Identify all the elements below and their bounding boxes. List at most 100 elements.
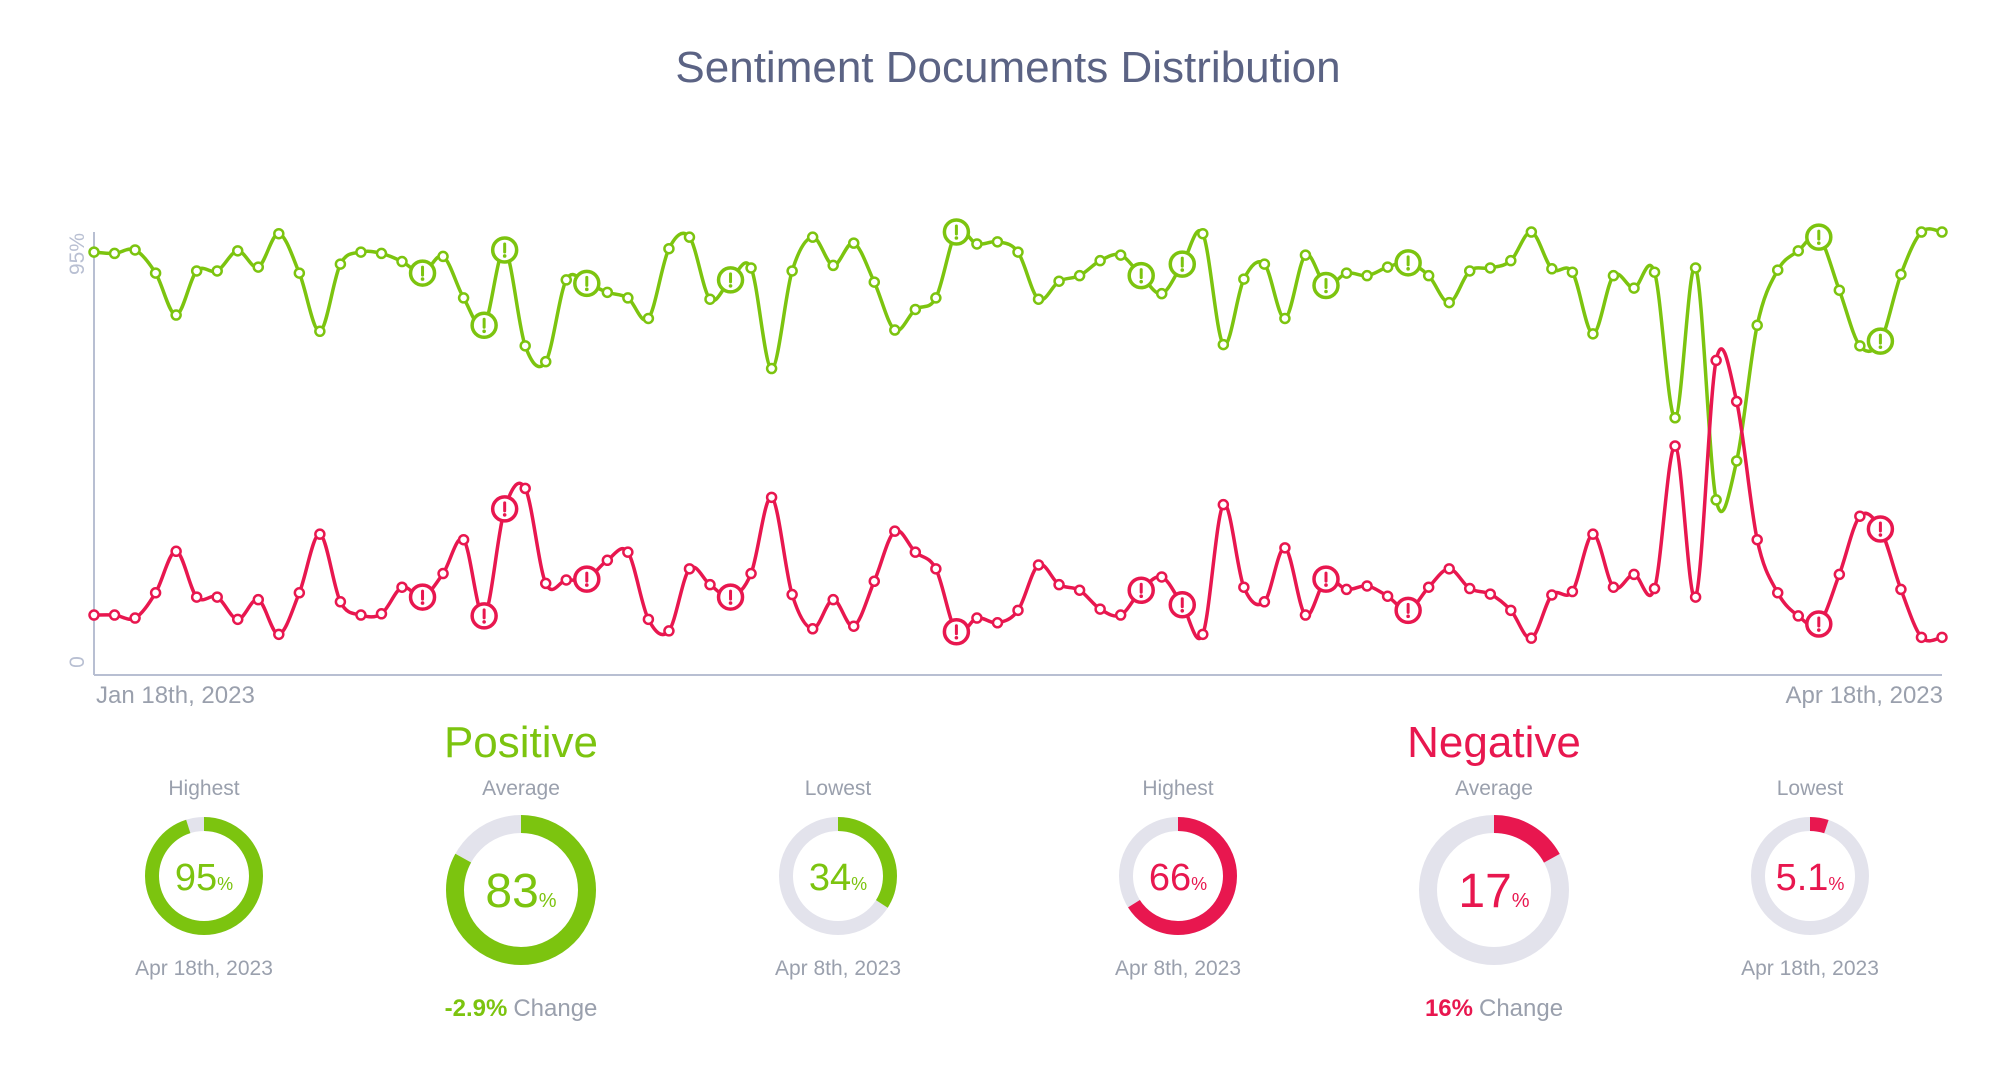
positive-data-point[interactable] — [149, 267, 162, 279]
positive-data-point[interactable] — [437, 250, 449, 263]
positive-alert-marker[interactable] — [716, 266, 745, 294]
negative-data-point[interactable] — [704, 578, 716, 591]
positive-data-point[interactable] — [642, 312, 655, 325]
negative-data-point[interactable] — [1730, 395, 1743, 408]
positive-alert-marker[interactable] — [490, 236, 519, 264]
positive-data-point[interactable] — [1299, 249, 1312, 261]
positive-data-point[interactable] — [1669, 412, 1681, 424]
negative-data-point[interactable] — [1833, 568, 1846, 581]
positive-data-point[interactable] — [355, 246, 367, 258]
negative-data-point[interactable] — [273, 628, 285, 641]
negative-data-point[interactable] — [1895, 583, 1907, 596]
negative-data-point[interactable] — [1525, 632, 1538, 644]
negative-data-point[interactable] — [1299, 609, 1312, 621]
negative-data-point[interactable] — [1854, 510, 1866, 522]
positive-alert-marker[interactable] — [470, 311, 498, 340]
negative-data-point[interactable] — [1340, 583, 1353, 596]
negative-data-point[interactable] — [765, 491, 778, 504]
positive-data-point[interactable] — [663, 242, 675, 255]
positive-alert-marker[interactable] — [1168, 250, 1197, 278]
negative-data-point[interactable] — [1197, 628, 1209, 641]
positive-data-point[interactable] — [1628, 282, 1640, 294]
positive-data-point[interactable] — [231, 245, 244, 257]
negative-data-point[interactable] — [129, 612, 141, 624]
negative-data-point[interactable] — [909, 546, 922, 558]
negative-data-point[interactable] — [601, 554, 614, 567]
negative-data-point[interactable] — [252, 593, 265, 606]
positive-data-point[interactable] — [211, 265, 223, 277]
positive-data-point[interactable] — [1566, 266, 1579, 278]
positive-data-point[interactable] — [1197, 227, 1209, 240]
positive-data-point[interactable] — [786, 265, 798, 277]
positive-data-point[interactable] — [1751, 319, 1763, 332]
positive-data-point[interactable] — [1607, 269, 1620, 282]
positive-data-point[interactable] — [1587, 328, 1599, 340]
positive-data-point[interactable] — [1546, 263, 1558, 275]
positive-data-point[interactable] — [889, 324, 901, 336]
positive-data-point[interactable] — [273, 227, 285, 240]
positive-data-point[interactable] — [827, 259, 839, 272]
positive-data-point[interactable] — [1854, 340, 1866, 352]
negative-data-point[interactable] — [457, 533, 470, 546]
positive-data-point[interactable] — [375, 247, 388, 260]
positive-data-point[interactable] — [1340, 267, 1353, 279]
negative-data-point[interactable] — [437, 567, 449, 580]
negative-data-point[interactable] — [334, 596, 347, 608]
positive-data-point[interactable] — [1525, 226, 1538, 238]
positive-data-point[interactable] — [519, 340, 531, 352]
positive-data-point[interactable] — [1032, 293, 1045, 305]
negative-data-point[interactable] — [149, 587, 162, 599]
positive-data-point[interactable] — [683, 231, 696, 243]
negative-data-point[interactable] — [1484, 588, 1497, 600]
negative-alert-marker[interactable] — [1805, 610, 1833, 638]
negative-data-point[interactable] — [1094, 603, 1106, 615]
positive-data-point[interactable] — [1279, 312, 1291, 325]
negative-data-point[interactable] — [1566, 585, 1579, 598]
positive-data-point[interactable] — [170, 309, 182, 321]
negative-data-point[interactable] — [355, 609, 367, 621]
negative-data-point[interactable] — [170, 545, 182, 558]
negative-data-point[interactable] — [1771, 587, 1784, 599]
negative-data-point[interactable] — [1155, 571, 1168, 583]
positive-data-point[interactable] — [1238, 273, 1250, 285]
negative-data-point[interactable] — [1463, 582, 1476, 595]
positive-data-point[interactable] — [1073, 269, 1086, 282]
positive-data-point[interactable] — [1463, 265, 1476, 277]
negative-data-point[interactable] — [1238, 581, 1250, 593]
positive-data-point[interactable] — [847, 237, 860, 249]
positive-data-point[interactable] — [1792, 245, 1805, 257]
positive-data-point[interactable] — [1012, 246, 1024, 258]
negative-data-point[interactable] — [1114, 609, 1127, 621]
positive-data-point[interactable] — [765, 362, 778, 375]
positive-data-point[interactable] — [88, 246, 100, 258]
positive-data-point[interactable] — [293, 267, 306, 279]
positive-alert-marker[interactable] — [573, 269, 601, 298]
positive-data-point[interactable] — [129, 244, 141, 256]
positive-data-point[interactable] — [1915, 226, 1928, 238]
positive-data-point[interactable] — [1648, 266, 1661, 278]
negative-data-point[interactable] — [683, 563, 696, 575]
positive-data-point[interactable] — [396, 255, 408, 268]
negative-data-point[interactable] — [108, 609, 121, 621]
negative-data-point[interactable] — [1258, 596, 1271, 608]
positive-data-point[interactable] — [252, 261, 265, 273]
positive-data-point[interactable] — [806, 231, 819, 243]
positive-data-point[interactable] — [560, 274, 573, 286]
positive-alert-marker[interactable] — [1394, 249, 1422, 277]
positive-data-point[interactable] — [1155, 287, 1168, 300]
negative-data-point[interactable] — [1587, 528, 1599, 540]
negative-data-point[interactable] — [1751, 533, 1763, 546]
positive-data-point[interactable] — [1771, 264, 1784, 276]
negative-data-point[interactable] — [1792, 610, 1805, 622]
negative-data-point[interactable] — [396, 581, 408, 593]
negative-data-point[interactable] — [1073, 584, 1086, 596]
negative-data-point[interactable] — [519, 482, 531, 495]
positive-data-point[interactable] — [108, 247, 121, 260]
positive-alert-marker[interactable] — [1805, 223, 1833, 251]
negative-data-point[interactable] — [1032, 559, 1045, 571]
positive-data-point[interactable] — [991, 236, 1004, 248]
negative-alert-marker[interactable] — [942, 618, 971, 646]
positive-data-point[interactable] — [745, 262, 757, 274]
negative-alert-marker[interactable] — [490, 495, 519, 523]
negative-data-point[interactable] — [1217, 498, 1230, 511]
